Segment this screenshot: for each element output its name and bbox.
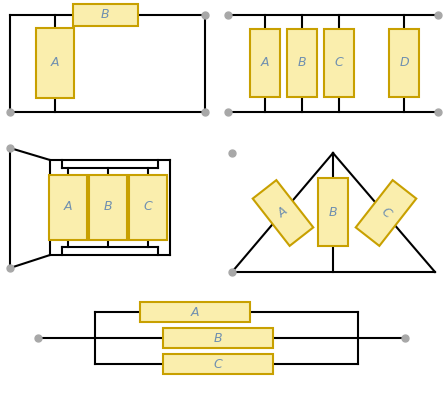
FancyBboxPatch shape: [324, 29, 354, 97]
Text: D: D: [399, 57, 409, 70]
Text: C: C: [335, 57, 344, 70]
Polygon shape: [356, 180, 416, 246]
FancyBboxPatch shape: [73, 4, 138, 26]
FancyBboxPatch shape: [163, 354, 273, 374]
Text: A: A: [261, 57, 269, 70]
FancyBboxPatch shape: [36, 28, 74, 98]
Text: C: C: [144, 200, 152, 213]
FancyBboxPatch shape: [89, 175, 127, 240]
Text: A: A: [191, 305, 199, 318]
FancyBboxPatch shape: [287, 29, 317, 97]
Text: A: A: [64, 200, 72, 213]
FancyBboxPatch shape: [163, 328, 273, 348]
Text: A: A: [275, 205, 290, 221]
Text: B: B: [101, 8, 109, 21]
FancyBboxPatch shape: [129, 175, 167, 240]
Text: A: A: [51, 57, 59, 70]
FancyBboxPatch shape: [250, 29, 280, 97]
Text: C: C: [214, 358, 222, 371]
Text: C: C: [379, 205, 393, 221]
FancyBboxPatch shape: [318, 178, 348, 246]
Text: B: B: [104, 200, 112, 213]
FancyBboxPatch shape: [389, 29, 419, 97]
Text: B: B: [298, 57, 306, 70]
Text: B: B: [329, 206, 337, 219]
FancyBboxPatch shape: [140, 302, 250, 322]
Text: B: B: [214, 331, 222, 345]
Polygon shape: [253, 180, 313, 246]
FancyBboxPatch shape: [49, 175, 87, 240]
